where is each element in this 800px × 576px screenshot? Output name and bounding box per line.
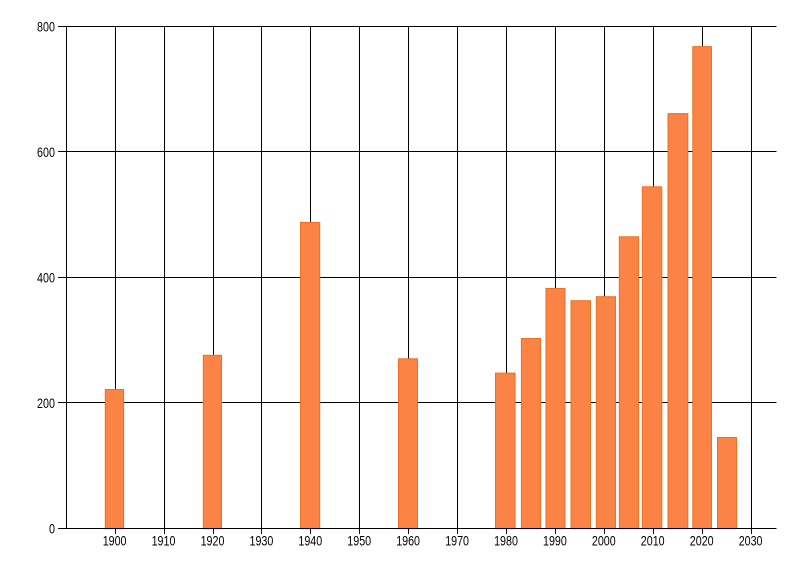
svg-text:1940: 1940 [298, 533, 322, 549]
svg-text:0: 0 [49, 521, 55, 537]
svg-text:2020: 2020 [690, 533, 714, 549]
svg-text:2010: 2010 [641, 533, 665, 549]
svg-text:1980: 1980 [494, 533, 518, 549]
svg-text:2030: 2030 [739, 533, 763, 549]
svg-text:1950: 1950 [347, 533, 371, 549]
svg-text:1900: 1900 [103, 533, 127, 549]
svg-text:400: 400 [37, 270, 55, 286]
svg-text:800: 800 [37, 19, 55, 35]
svg-text:2000: 2000 [592, 533, 616, 549]
svg-text:1910: 1910 [152, 533, 176, 549]
svg-text:1930: 1930 [249, 533, 273, 549]
svg-text:1970: 1970 [445, 533, 469, 549]
svg-text:1960: 1960 [396, 533, 420, 549]
svg-text:200: 200 [37, 396, 55, 412]
svg-text:1990: 1990 [543, 533, 567, 549]
svg-text:600: 600 [37, 145, 55, 161]
svg-text:1920: 1920 [201, 533, 225, 549]
